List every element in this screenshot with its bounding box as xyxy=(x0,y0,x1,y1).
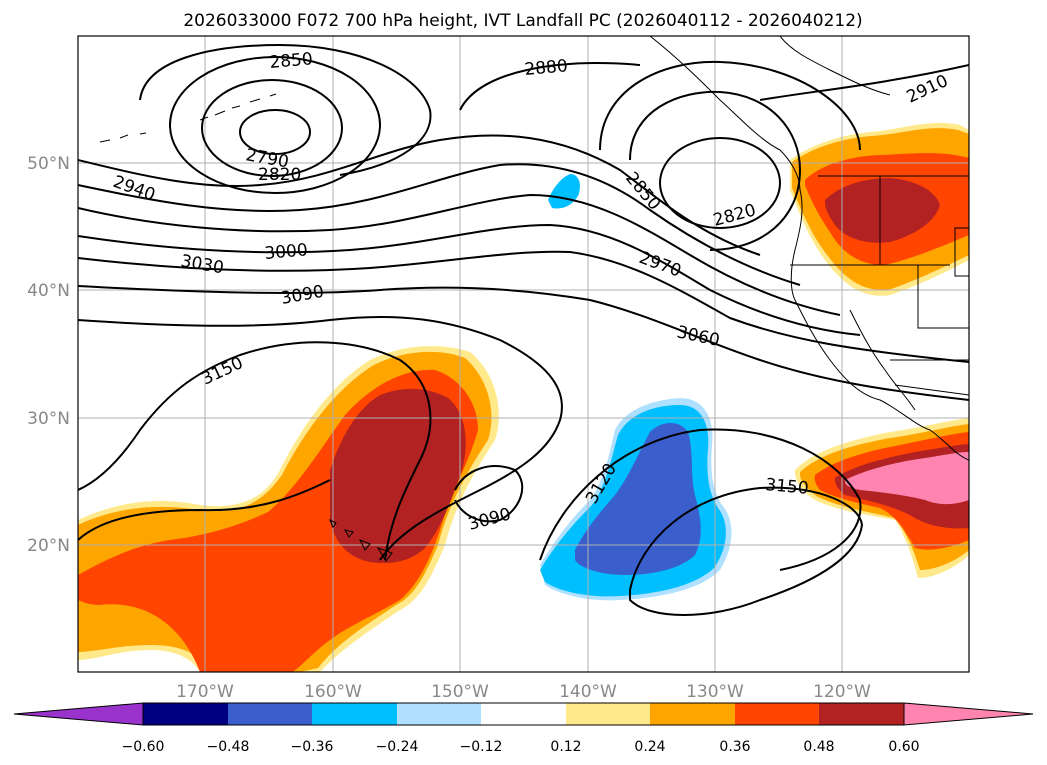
colorbar-segment xyxy=(397,703,481,725)
contour-label-2850-west: 2850 xyxy=(269,49,314,73)
colorbar-tick-label: 0.48 xyxy=(803,739,834,755)
ivt-shading xyxy=(78,122,969,672)
lon-tick: 130°W xyxy=(686,682,744,702)
contour-label-2880: 2880 xyxy=(524,56,569,80)
colorbar-segment xyxy=(312,703,397,725)
lat-tick: 30°N xyxy=(27,409,70,429)
colorbar-segment xyxy=(228,703,312,725)
lat-tick: 20°N xyxy=(27,536,70,556)
colorbar-segment xyxy=(819,703,904,725)
graticule xyxy=(78,36,969,672)
colorbar-segment xyxy=(13,702,144,726)
lat-tick: 50°N xyxy=(27,154,70,174)
colorbar: −0.60 −0.48 −0.36 −0.24 −0.12 0.12 0.24 … xyxy=(13,702,1034,755)
colorbar-tick-label: 0.24 xyxy=(634,739,665,755)
lon-tick: 170°W xyxy=(176,682,234,702)
colorbar-segment xyxy=(650,703,735,725)
colorbar-tick-label: 0.36 xyxy=(719,739,750,755)
colorbar-segment xyxy=(903,702,1034,726)
colorbar-tick-label: −0.36 xyxy=(291,739,334,755)
lon-tick: 150°W xyxy=(431,682,489,702)
colorbar-frame xyxy=(142,702,905,726)
ivt-band-nw-darkred xyxy=(825,178,940,243)
map-area: 2850 2880 2910 2790 2820 2940 2850 2820 … xyxy=(77,35,970,673)
lat-tick: 40°N xyxy=(27,281,70,301)
coastlines xyxy=(99,36,969,562)
lon-tick: 140°W xyxy=(559,682,617,702)
longitude-ticks: 170°W 160°W 150°W 140°W 130°W 120°W xyxy=(176,682,871,702)
lon-tick: 160°W xyxy=(304,682,362,702)
colorbar-tick-label: −0.48 xyxy=(207,739,250,755)
colorbar-ticks: −0.60 −0.48 −0.36 −0.24 −0.12 0.12 0.24 … xyxy=(122,739,920,755)
contour-label-2820-west: 2820 xyxy=(258,165,301,185)
ivt-band-neg-0.36 xyxy=(575,423,701,575)
colorbar-tick-label: 0.60 xyxy=(888,739,919,755)
colorbar-segment xyxy=(481,703,566,725)
latitude-ticks: 50°N 40°N 30°N 20°N xyxy=(27,154,70,556)
colorbar-segment xyxy=(735,703,819,725)
contour-label-3000: 3000 xyxy=(264,240,309,264)
contour-label-3150-east: 3150 xyxy=(765,475,810,499)
ivt-band-baja-pink xyxy=(845,452,969,505)
height-contours xyxy=(78,43,969,616)
lon-tick: 120°W xyxy=(813,682,871,702)
colorbar-segment xyxy=(566,703,650,725)
colorbar-tick-label: −0.12 xyxy=(460,739,503,755)
figure-title: 2026033000 F072 700 hPa height, IVT Land… xyxy=(183,11,862,31)
colorbar-tick-label: 0.12 xyxy=(550,739,581,755)
colorbar-tick-label: −0.60 xyxy=(122,739,165,755)
colorbar-segment xyxy=(143,703,228,725)
colorbar-tick-label: −0.24 xyxy=(376,739,419,755)
map-frame xyxy=(77,35,970,673)
ivt-band-0.48 xyxy=(330,388,466,564)
